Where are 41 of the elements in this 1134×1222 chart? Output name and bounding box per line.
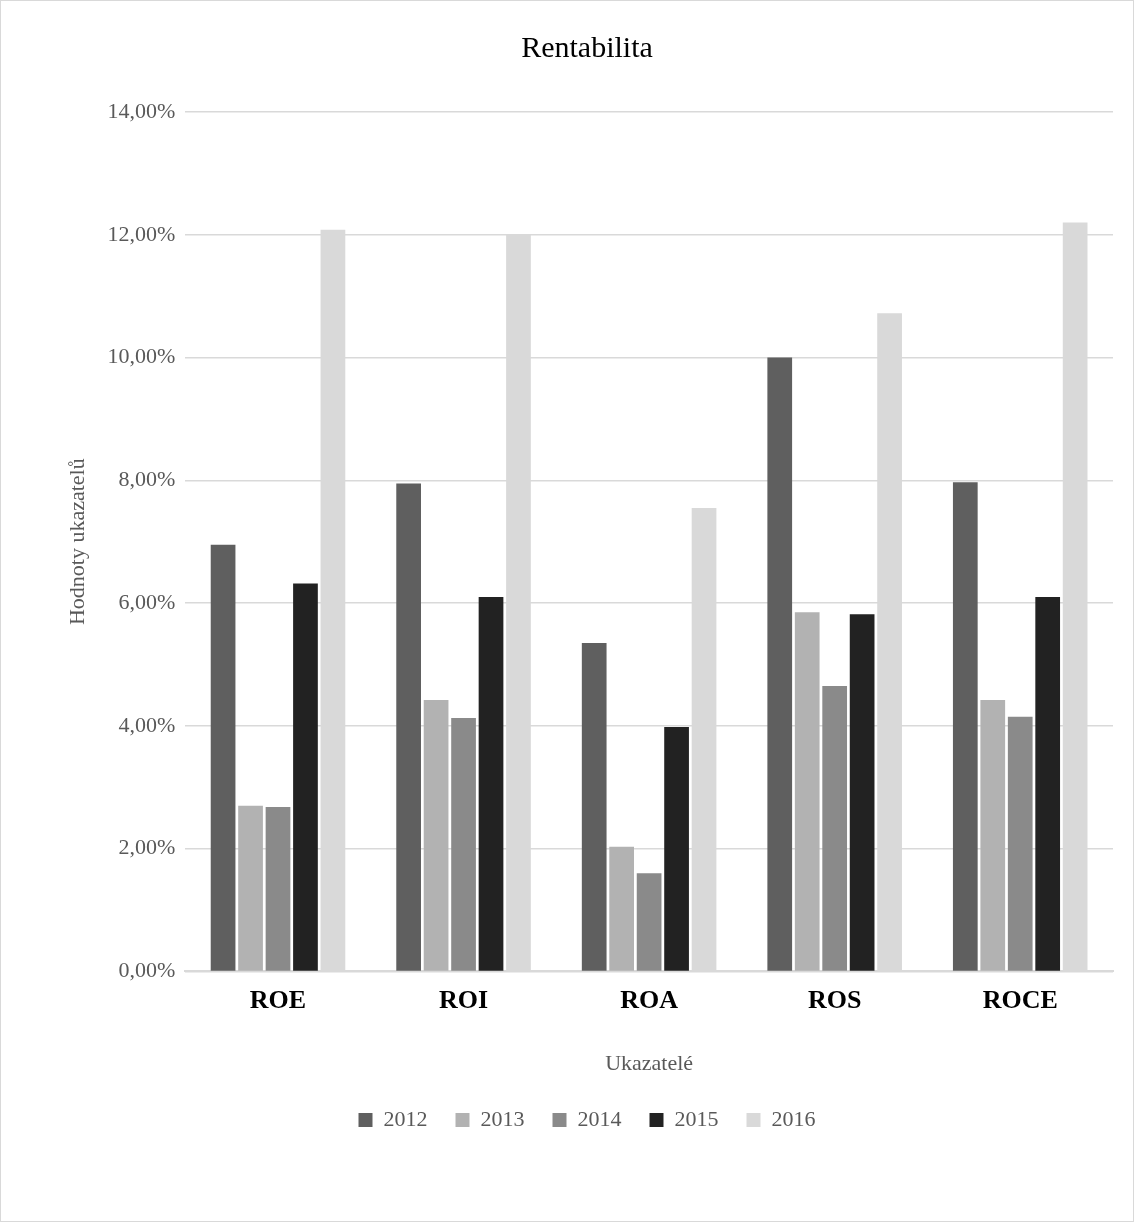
y-axis-title: Hodnoty ukazatelů	[63, 458, 89, 626]
x-tick-label: ROI	[439, 984, 489, 1014]
bar	[794, 612, 820, 971]
bar	[1007, 716, 1033, 971]
legend-label: 2015	[674, 1105, 719, 1131]
y-tick-label: 2,00%	[118, 834, 176, 860]
bar	[952, 482, 978, 971]
x-tick-label: ROA	[620, 984, 679, 1014]
x-tick-label: ROE	[249, 984, 307, 1014]
y-tick-label: 12,00%	[107, 220, 176, 246]
bar	[478, 596, 504, 971]
y-tick-label: 14,00%	[107, 97, 176, 123]
bar	[265, 806, 291, 971]
y-tick-label: 4,00%	[118, 711, 176, 737]
bar	[849, 614, 875, 971]
bar	[581, 642, 607, 971]
legend-label: 2013	[480, 1105, 525, 1131]
bar	[609, 846, 635, 971]
bar	[293, 583, 318, 971]
y-tick-label: 6,00%	[118, 588, 176, 614]
x-tick-label: ROCE	[982, 984, 1058, 1014]
y-tick-label: 10,00%	[107, 343, 176, 369]
bar	[1035, 596, 1061, 971]
legend-label: 2014	[577, 1105, 622, 1131]
bar	[396, 483, 421, 971]
bar	[822, 685, 848, 971]
y-tick-label: 0,00%	[118, 957, 176, 983]
bar	[636, 873, 662, 971]
bar	[980, 700, 1006, 971]
chart-title: Rentabilita	[521, 29, 653, 63]
bar	[664, 727, 689, 971]
legend-label: 2012	[383, 1105, 428, 1131]
bar	[238, 805, 263, 971]
bar	[767, 357, 793, 971]
bar	[210, 544, 236, 971]
x-tick-label: ROS	[807, 984, 862, 1014]
bar	[423, 700, 449, 971]
y-tick-label: 8,00%	[118, 466, 176, 492]
x-axis-title: Ukazatelé	[605, 1049, 694, 1075]
legend-label: 2016	[771, 1105, 816, 1131]
bar	[451, 717, 476, 971]
